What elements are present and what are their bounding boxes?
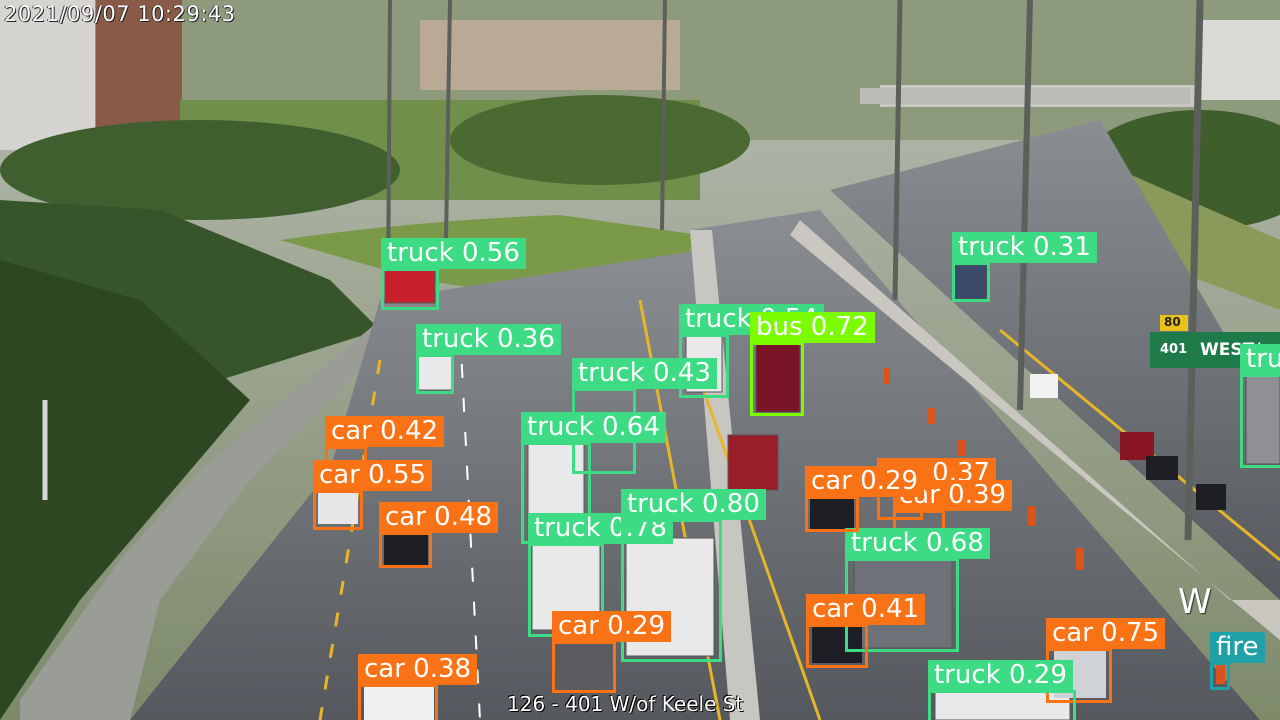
detection-label: car 0.41 xyxy=(806,594,926,625)
detection-box: car 0.48 xyxy=(379,502,499,568)
sign-highway-number: 401 xyxy=(1160,342,1188,357)
detection-box: truck 0.29 xyxy=(928,660,1076,720)
detection-box: truck 0.80 xyxy=(621,489,766,662)
detection-label: truck 0.31 xyxy=(952,232,1097,263)
detection-box: car 0.29 xyxy=(805,466,925,532)
detection-box: car 0.55 xyxy=(313,460,433,530)
detection-label: car 0.29 xyxy=(805,466,925,497)
detection-box: car 0.38 xyxy=(358,654,478,720)
detection-label: car 0.42 xyxy=(325,416,445,447)
detection-box: car 0.29 xyxy=(552,611,672,693)
detection-label: car 0.38 xyxy=(358,654,478,685)
detection-label: car 0.48 xyxy=(379,502,499,533)
detection-label: bus 0.72 xyxy=(750,312,875,343)
detection-box: car 0.42 xyxy=(325,416,445,470)
detection-label: truck xyxy=(1240,344,1280,375)
detection-label: truck 0.68 xyxy=(845,528,990,559)
detection-box: truck 0.36 xyxy=(416,324,561,394)
detection-label: truck 0.64 xyxy=(521,412,666,443)
sign-speed: 80 xyxy=(1164,315,1181,329)
camera-timestamp: 2021/09/07 10:29:43 xyxy=(4,2,236,26)
detection-label: truck 0.80 xyxy=(621,489,766,520)
detection-label: truck 0.56 xyxy=(381,238,526,269)
compass-direction: W xyxy=(1178,582,1212,622)
detection-label: car 0.75 xyxy=(1046,618,1166,649)
detection-label: fire xyxy=(1210,632,1265,663)
detection-label: car 0.55 xyxy=(313,460,433,491)
detection-label: truck 0.43 xyxy=(572,358,717,389)
detection-box: truck xyxy=(1240,344,1280,468)
detection-label: truck 0.36 xyxy=(416,324,561,355)
detection-box: truck 0.56 xyxy=(381,238,526,310)
detection-box: truck 0.31 xyxy=(952,232,1097,302)
detection-label: truck 0.29 xyxy=(928,660,1073,691)
detection-box: car 0.41 xyxy=(806,594,926,668)
detection-label: car 0.29 xyxy=(552,611,672,642)
camera-location-label: 126 - 401 W/of Keele St xyxy=(507,692,744,716)
detection-box: bus 0.72 xyxy=(750,312,875,416)
detection-box: fire xyxy=(1210,632,1265,690)
